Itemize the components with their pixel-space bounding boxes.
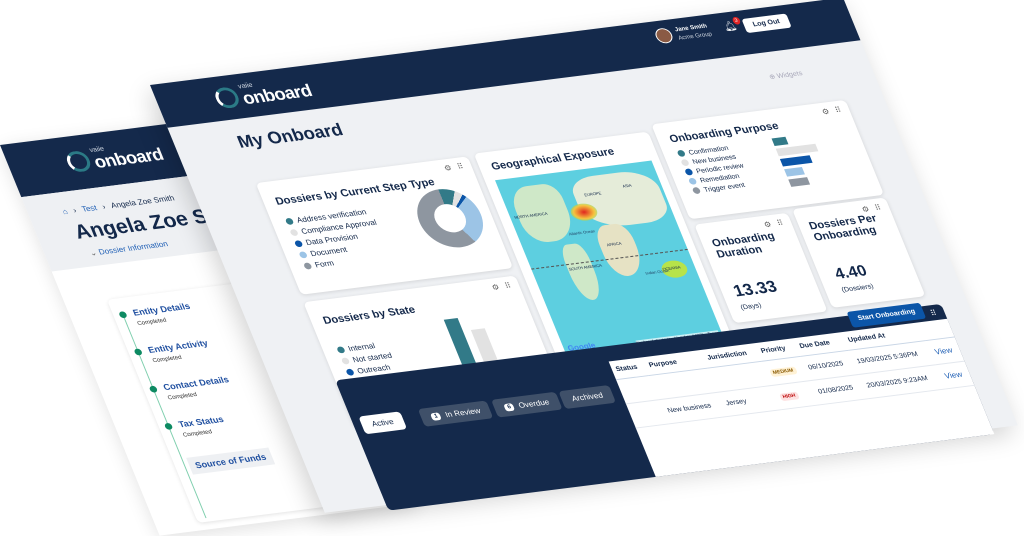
dossier-table: Status Purpose Jurisdiction Priority Due Dat… bbox=[608, 318, 995, 477]
gear-icon[interactable]: ⚙ bbox=[820, 107, 831, 117]
notification-badge: 3 bbox=[731, 16, 742, 25]
bar-new-business bbox=[775, 143, 819, 157]
bar-trigger-event bbox=[788, 177, 811, 187]
card-title: Onboarding Duration bbox=[710, 230, 777, 261]
top-navbar: vaiie onboard Jane Smith Acme Group 🔔︎ 3 L… bbox=[150, 0, 861, 128]
step-type-card: ⚙ ⠿ Dossiers by Current Step Type Address… bbox=[255, 156, 514, 295]
logo: vaiie onboard bbox=[63, 139, 166, 174]
widgets-button[interactable]: ⊕ Widgets bbox=[768, 69, 804, 81]
drag-handle-icon[interactable]: ⠿ bbox=[873, 203, 883, 213]
card-title: Onboarding Purpose bbox=[667, 120, 781, 146]
bar-remediation bbox=[784, 166, 805, 177]
per-unit: (Dossiers) bbox=[840, 283, 875, 294]
bar-periodic-review bbox=[779, 155, 813, 167]
duration-unit: (Days) bbox=[739, 302, 763, 312]
logo: vaiie onboard bbox=[211, 75, 315, 110]
priority-badge: HIGH bbox=[778, 391, 800, 402]
bell-icon[interactable]: 🔔︎ 3 bbox=[722, 16, 742, 33]
priority-badge: MEDIUM bbox=[768, 366, 798, 378]
tab-overdue[interactable]: 6 Overdue bbox=[491, 391, 563, 418]
drag-handle-icon[interactable]: ⠿ bbox=[503, 281, 513, 291]
purpose-legend: Confirmation New business Periodic revie… bbox=[676, 143, 754, 197]
gear-icon[interactable]: ⚙ bbox=[442, 163, 454, 173]
logo-mark-icon bbox=[63, 149, 94, 173]
step-item[interactable]: Entity Activity Completed bbox=[133, 338, 214, 364]
bar-confirmation bbox=[771, 136, 789, 146]
drag-handle-icon[interactable]: ⠿ bbox=[833, 105, 843, 115]
drag-handle-icon[interactable]: ⠿ bbox=[775, 218, 785, 228]
donut-chart bbox=[407, 185, 493, 251]
gear-icon[interactable]: ⚙ bbox=[762, 219, 773, 230]
page-title: My Onboard bbox=[234, 119, 346, 152]
step-item[interactable]: Source of Funds bbox=[186, 447, 276, 475]
duration-value: 13.33 bbox=[730, 277, 780, 301]
step-item[interactable]: Contact Details Completed bbox=[148, 375, 234, 401]
breadcrumb-test[interactable]: Test bbox=[80, 203, 99, 214]
drag-handle-icon[interactable]: ⠿ bbox=[455, 162, 465, 172]
card-title: Dossiers Per Onboarding bbox=[807, 212, 879, 244]
tab-in-review[interactable]: 1 In Review bbox=[417, 400, 494, 427]
drag-handle-icon[interactable]: ⠿ bbox=[928, 308, 939, 318]
logout-button[interactable]: Log Out bbox=[741, 13, 792, 34]
tab-archived[interactable]: Archived bbox=[558, 384, 617, 410]
widgets-label: Widgets bbox=[775, 70, 804, 80]
per-value: 4.40 bbox=[832, 262, 870, 283]
step-item[interactable]: Tax Status Completed bbox=[163, 414, 229, 439]
card-title: Dossiers by State bbox=[321, 304, 418, 327]
card-title: Dossiers by Current Step Type bbox=[273, 176, 437, 208]
logo-mark-icon bbox=[211, 85, 242, 109]
step-item[interactable]: Entity Details Completed bbox=[118, 301, 195, 327]
avatar[interactable] bbox=[652, 27, 675, 45]
user-info: Jane Smith Acme Group bbox=[674, 22, 714, 43]
tab-active[interactable]: Active bbox=[358, 411, 407, 435]
gear-icon[interactable]: ⚙ bbox=[490, 282, 501, 292]
step-type-legend: Address verification Compliance Approval… bbox=[284, 206, 393, 273]
